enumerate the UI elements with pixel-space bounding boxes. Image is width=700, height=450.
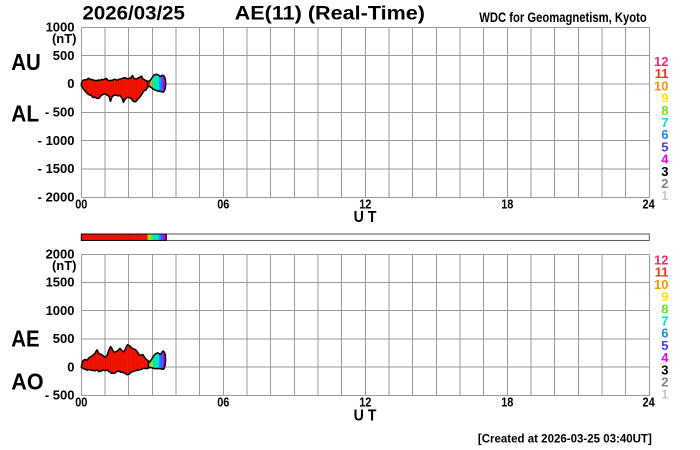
svg-text:AE(11) (Real-Time): AE(11) (Real-Time) xyxy=(235,4,425,25)
svg-text:6: 6 xyxy=(661,326,668,341)
svg-text:1000: 1000 xyxy=(46,20,75,35)
svg-text:(nT): (nT) xyxy=(52,31,77,46)
svg-text:AL: AL xyxy=(11,101,39,127)
svg-text:5: 5 xyxy=(661,139,668,154)
svg-text:12: 12 xyxy=(654,54,668,69)
svg-text:18: 18 xyxy=(501,395,513,410)
svg-text:8: 8 xyxy=(661,301,668,316)
svg-text:06: 06 xyxy=(217,395,229,410)
svg-text:3: 3 xyxy=(661,164,668,179)
svg-text:11: 11 xyxy=(655,66,669,81)
svg-text:- 500: - 500 xyxy=(45,105,75,120)
svg-text:AU: AU xyxy=(11,49,41,75)
svg-text:2: 2 xyxy=(661,375,668,390)
svg-text:4: 4 xyxy=(661,350,669,365)
svg-text:00: 00 xyxy=(75,197,87,212)
svg-text:2026/03/25: 2026/03/25 xyxy=(83,4,186,25)
svg-text:U T: U T xyxy=(354,209,377,226)
svg-text:- 500: - 500 xyxy=(45,388,75,403)
svg-text:AO: AO xyxy=(11,369,43,395)
svg-text:- 1500: - 1500 xyxy=(38,161,75,176)
svg-text:AE: AE xyxy=(11,326,39,352)
svg-text:8: 8 xyxy=(661,103,668,118)
svg-text:500: 500 xyxy=(53,331,75,346)
svg-text:1: 1 xyxy=(661,188,668,203)
svg-text:3: 3 xyxy=(661,362,668,377)
svg-text:1500: 1500 xyxy=(46,275,75,290)
svg-text:00: 00 xyxy=(75,395,87,410)
svg-text:- 2000: - 2000 xyxy=(38,190,75,205)
svg-text:1: 1 xyxy=(661,387,668,402)
svg-text:9: 9 xyxy=(661,289,668,304)
svg-text:4: 4 xyxy=(661,152,669,167)
svg-text:[Created at 2026-03-25 03:40UT: [Created at 2026-03-25 03:40UT] xyxy=(478,431,652,445)
svg-text:500: 500 xyxy=(53,48,75,63)
svg-text:5: 5 xyxy=(661,338,668,353)
svg-text:2000: 2000 xyxy=(46,247,75,262)
svg-text:- 1000: - 1000 xyxy=(38,133,75,148)
svg-text:(nT): (nT) xyxy=(52,258,77,273)
svg-text:0: 0 xyxy=(67,359,74,374)
svg-text:12: 12 xyxy=(359,197,371,212)
svg-text:U T: U T xyxy=(354,408,377,425)
svg-text:1000: 1000 xyxy=(46,303,75,318)
svg-text:7: 7 xyxy=(661,314,668,329)
svg-text:12: 12 xyxy=(654,253,668,268)
svg-text:6: 6 xyxy=(661,127,668,142)
svg-text:WDC for Geomagnetism, Kyoto: WDC for Geomagnetism, Kyoto xyxy=(479,9,647,25)
svg-text:06: 06 xyxy=(217,197,229,212)
svg-text:11: 11 xyxy=(655,265,669,280)
svg-text:0: 0 xyxy=(67,76,74,91)
svg-text:18: 18 xyxy=(501,197,513,212)
svg-text:9: 9 xyxy=(661,91,668,106)
svg-text:24: 24 xyxy=(643,197,656,212)
svg-text:12: 12 xyxy=(359,395,371,410)
svg-text:10: 10 xyxy=(654,78,668,93)
svg-text:7: 7 xyxy=(661,115,668,130)
svg-text:2: 2 xyxy=(661,176,668,191)
svg-text:24: 24 xyxy=(643,395,656,410)
svg-text:10: 10 xyxy=(654,277,668,292)
